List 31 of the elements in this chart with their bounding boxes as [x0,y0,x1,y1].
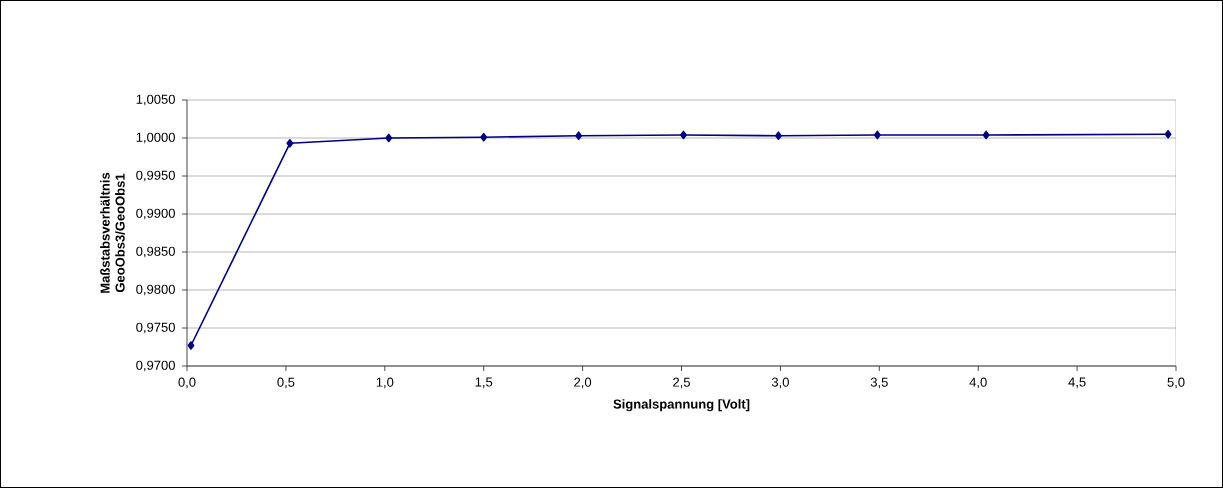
x-tick-label: 0,0 [178,377,196,389]
y-axis-title: Maßstabsverhältnis GeoObs3/GeoObs1 [100,172,125,293]
y-tick-label: 1,0000 [136,132,175,144]
x-tick-label: 0,5 [277,377,295,389]
point [480,132,488,142]
y-tick-label: 0,9700 [136,360,175,372]
x-tick-label: 3,0 [771,377,789,389]
y-tick-label: 0,9800 [136,284,175,296]
x-tick-label: 2,5 [673,377,690,389]
x-tick-label: 4,5 [1068,377,1086,389]
y-tick-label: 0,9850 [136,246,175,258]
x-axis-title: Signalspannung [Volt] [613,399,750,412]
point [385,133,393,143]
point [286,139,294,148]
point [187,341,195,350]
y-tick-label: 0,9900 [136,208,175,220]
point [775,131,782,141]
y-tick-label: 0,9750 [136,322,175,334]
x-tick-label: 1,5 [475,377,493,389]
x-tick-label: 1,0 [376,377,394,389]
x-tick-label: 4,0 [969,377,987,389]
point [873,130,881,140]
y-tick-label: 0,9950 [136,170,175,182]
point [982,130,990,140]
point [680,130,687,140]
x-tick-label: 3,5 [870,377,888,389]
point [575,131,583,141]
y-tick-label: 1,0050 [136,94,175,106]
x-tick-label: 5,0 [1167,377,1185,389]
point [1164,129,1172,139]
x-tick-label: 2,0 [574,377,592,389]
